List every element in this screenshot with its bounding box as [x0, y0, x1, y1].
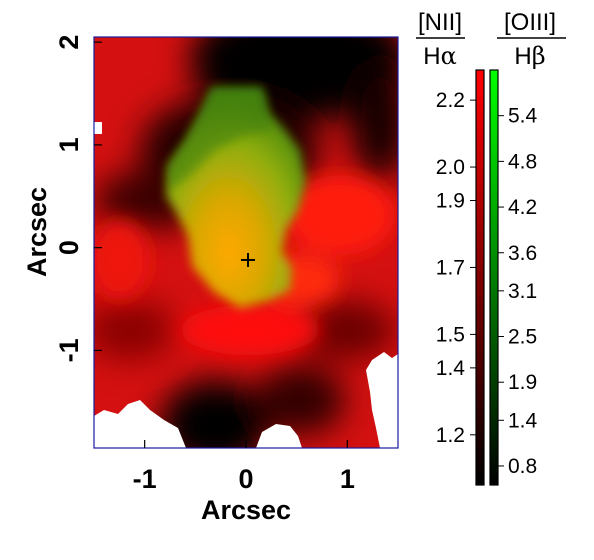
x-axis-ticks: -1 0 1: [133, 440, 355, 494]
x-tick-label: -1: [133, 464, 157, 494]
colorbar-nii-ticks: 1.2 1.4 1.5 1.7 1.9 2.0 2.2: [436, 89, 476, 447]
colorbar-nii-numerator: [NII]: [418, 9, 462, 36]
y-tick-label: 0: [54, 240, 84, 255]
colorbar-nii-bar: [475, 69, 485, 486]
colorbar-oiii-tick-label: 2.5: [508, 326, 537, 349]
colorbar-oiii-ticks: 0.8 1.4 1.9 2.5 3.1 3.6 4.2 4.8 5.4: [498, 105, 538, 478]
map-dark-regions: [94, 37, 398, 448]
colorbar-oiii-tick-label: 3.6: [508, 242, 537, 265]
colorbar-oiii-denominator: Hβ: [514, 42, 545, 70]
colorbar-oiii-tick-label: 4.8: [508, 150, 537, 173]
y-tick-label: 2: [54, 35, 84, 50]
colorbar-oiii-tick-label: 1.4: [508, 409, 538, 432]
colorbar-oiii-tick-label: 5.4: [508, 105, 538, 128]
y-tick-label: -1: [54, 338, 84, 362]
colorbar-nii-tick-label: 1.2: [436, 424, 465, 447]
x-tick-label: 0: [238, 464, 253, 494]
colorbar-oiii-tick-label: 3.1: [508, 280, 537, 303]
colorbar-nii-tick-label: 1.5: [436, 323, 465, 346]
colorbar-oiii-tick-label: 1.9: [508, 371, 537, 394]
colorbar-nii-halpha: [NII] Hα 1.2 1.4 1.5 1.7 1.9 2.0 2.2: [416, 9, 485, 486]
colorbar-oiii-numerator: [OIII]: [504, 9, 556, 36]
x-tick-label: 1: [340, 464, 355, 494]
colorbar-nii-tick-label: 2.0: [436, 156, 465, 179]
colorbar-nii-tick-label: 1.4: [436, 357, 466, 380]
colorbar-nii-tick-label: 2.2: [436, 89, 465, 112]
y-axis-ticks: -1 0 1 2: [54, 35, 102, 362]
x-axis-label: Arcsec: [201, 495, 291, 525]
line-ratio-map: [94, 37, 398, 448]
colorbar-nii-tick-label: 1.9: [436, 190, 465, 213]
y-axis-label: Arcsec: [22, 187, 52, 277]
colorbar-oiii-tick-label: 4.2: [508, 196, 537, 219]
colorbar-oiii-bar: [489, 69, 499, 486]
colorbar-oiii-hbeta: [OIII] Hβ 0.8 1.4 1.9 2.5 3.1 3.6 4.2 4.8 5.4: [489, 9, 566, 486]
colorbar-nii-denominator: Hα: [423, 42, 457, 70]
colorbar-oiii-tick-label: 0.8: [508, 455, 537, 478]
colorbar-nii-tick-label: 1.7: [436, 256, 465, 279]
y-tick-label: 1: [54, 137, 84, 152]
nucleus-marker: [241, 252, 256, 267]
cone-green-edge: [168, 88, 272, 190]
masked-areas: [94, 122, 398, 448]
